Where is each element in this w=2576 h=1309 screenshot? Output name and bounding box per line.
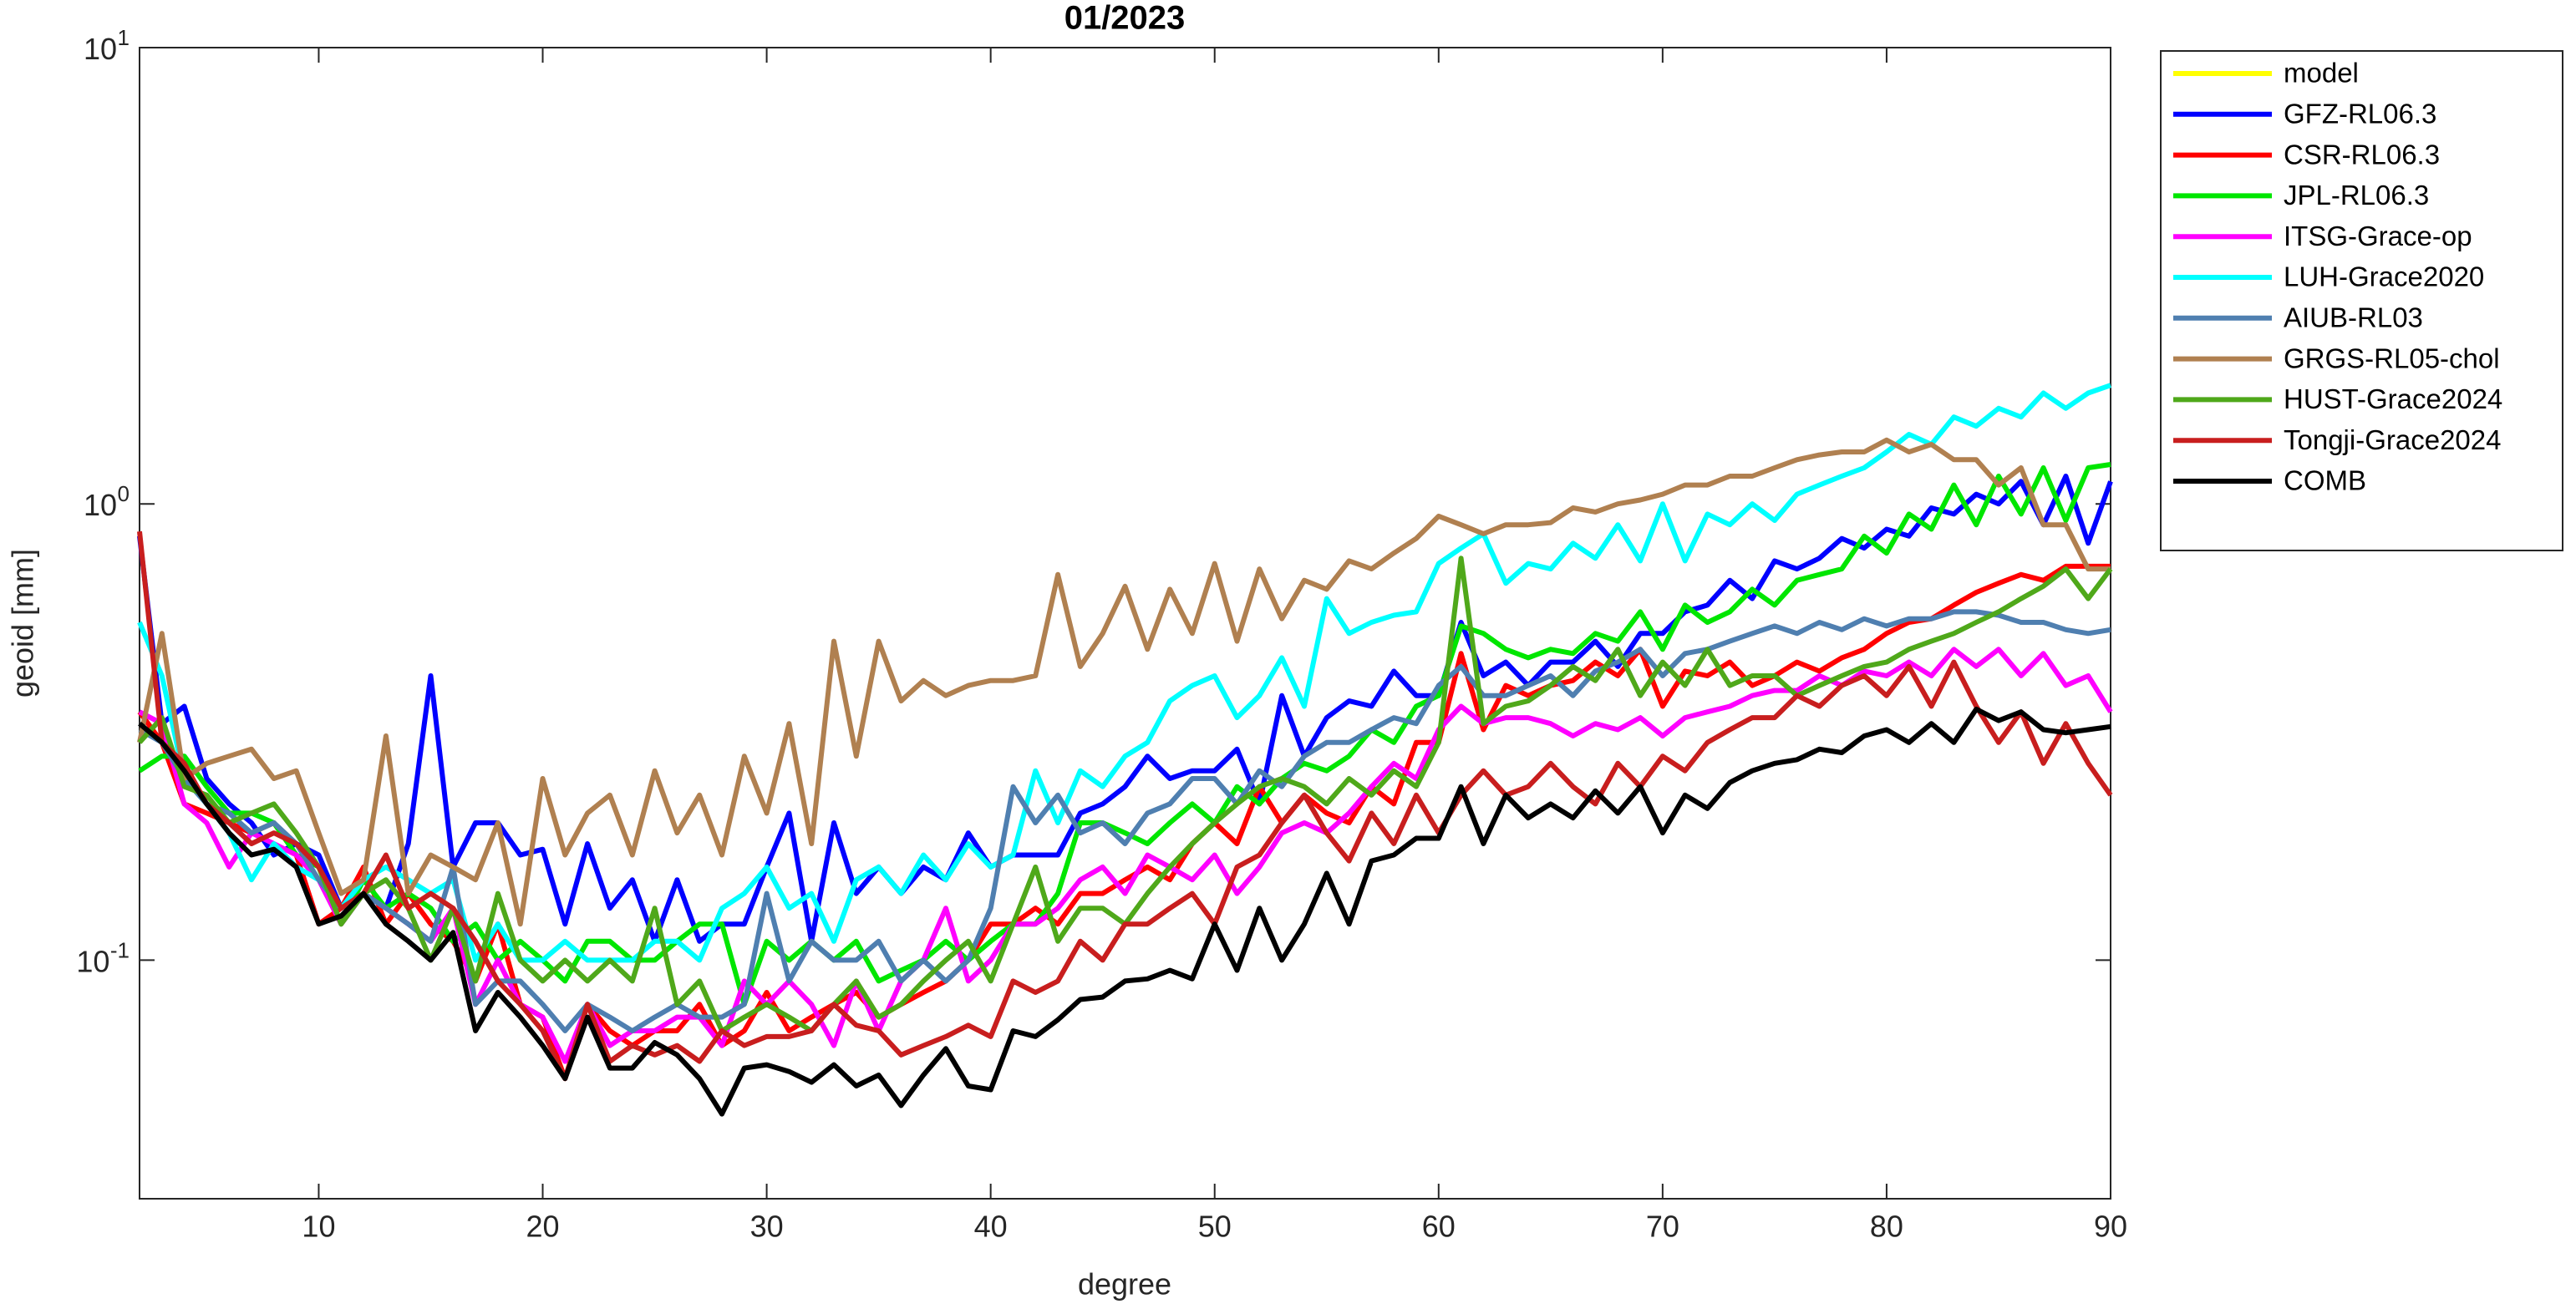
x-axis-label: degree	[1078, 1267, 1171, 1301]
legend-label: ITSG-Grace-op	[2284, 221, 2472, 251]
legend-label: LUH-Grace2020	[2284, 261, 2484, 292]
series-line	[137, 437, 2111, 927]
legend-label: JPL-RL06.3	[2284, 180, 2429, 211]
legend-label: COMB	[2284, 465, 2366, 496]
legend-label: model	[2284, 58, 2359, 89]
legend-label: HUST-Grace2024	[2284, 383, 2502, 414]
x-tick-label: 30	[750, 1210, 784, 1244]
chart-title: 01/2023	[1064, 0, 1186, 37]
x-tick-label: 50	[1198, 1210, 1232, 1244]
x-tick-label: 60	[1422, 1210, 1456, 1244]
series-line	[137, 530, 2113, 1082]
legend-label: GRGS-RL05-chol	[2284, 342, 2500, 373]
series-line	[137, 474, 2113, 944]
y-axis-label: geoid [mm]	[6, 549, 40, 698]
x-tick-label: 40	[974, 1210, 1008, 1244]
legend-label: AIUB-RL03	[2284, 302, 2423, 333]
x-tick-label: 10	[302, 1210, 335, 1244]
y-tick-label: 10^-1	[76, 937, 130, 978]
legend-box	[2160, 50, 2563, 551]
x-tick-label: 80	[1870, 1210, 1903, 1244]
y-tick-label: 10^0	[84, 481, 130, 522]
series-line	[138, 706, 2111, 1117]
x-tick-label: 70	[1646, 1210, 1679, 1244]
legend-label: CSR-RL06.3	[2284, 139, 2440, 170]
legend-label: Tongji-Grace2024	[2284, 424, 2502, 455]
x-tick-label: 90	[2094, 1210, 2127, 1244]
y-tick-label: 10^1	[84, 25, 130, 66]
x-tick-label: 20	[526, 1210, 559, 1244]
legend-label: GFZ-RL06.3	[2284, 99, 2436, 129]
